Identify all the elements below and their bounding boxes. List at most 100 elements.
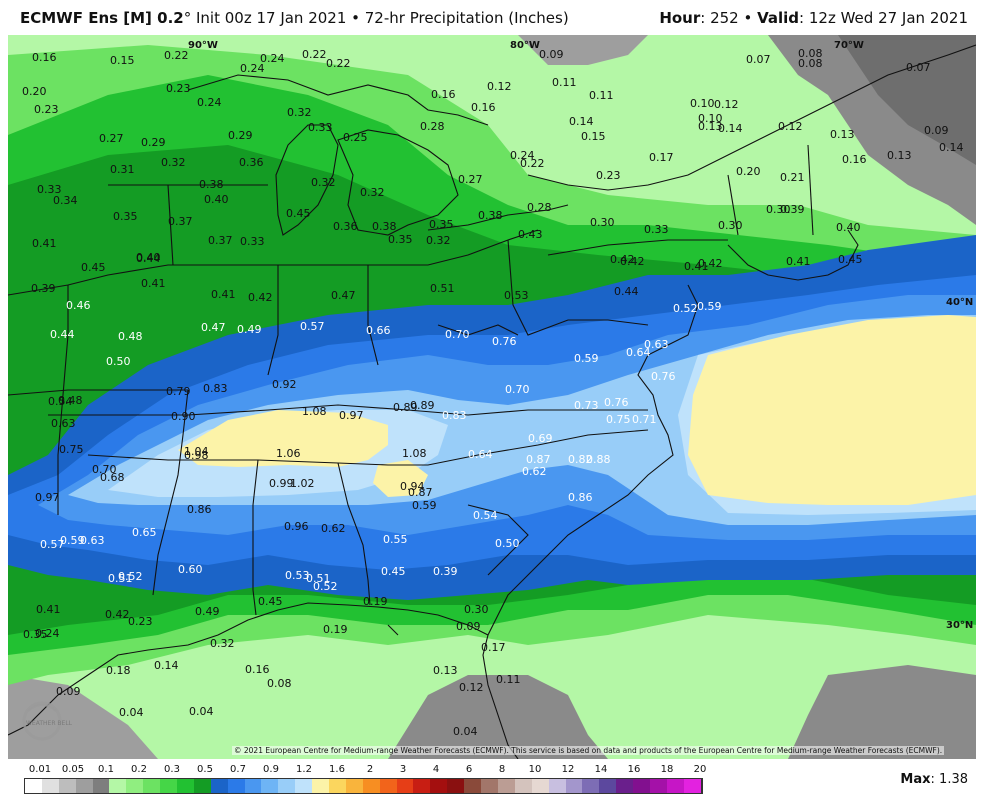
model-name: ECMWF Ens [M] 0.2 — [20, 9, 184, 27]
colorbar-tick-label: 0.1 — [98, 764, 114, 775]
colorbar-tick-label: 0.2 — [131, 764, 147, 775]
colorbar-swatch — [430, 779, 448, 793]
colorbar-swatch — [582, 779, 600, 793]
colorbar-tick-label: 0.9 — [263, 764, 279, 775]
precip-value-label: 0.04 — [453, 725, 478, 738]
precip-value-label: 0.30 — [766, 203, 791, 216]
precip-value-label: 0.52 — [118, 570, 143, 583]
precip-value-label: 0.24 — [510, 149, 535, 162]
precip-value-label: 0.41 — [141, 277, 166, 290]
precip-value-label: 0.33 — [308, 121, 333, 134]
precip-value-label: 0.39 — [433, 565, 458, 578]
precip-value-label: 0.63 — [644, 338, 669, 351]
precip-value-label: 0.28 — [420, 120, 445, 133]
precip-value-label: 0.86 — [568, 491, 593, 504]
precip-value-label: 0.89 — [410, 399, 435, 412]
precip-value-label: 0.34 — [53, 194, 78, 207]
precip-value-label: 0.33 — [644, 223, 669, 236]
precip-value-label: 0.71 — [632, 413, 657, 426]
precip-value-label: 0.51 — [108, 572, 133, 585]
colorbar-tick-label: 4 — [432, 764, 440, 775]
precip-value-label: 0.30 — [718, 219, 743, 232]
precip-value-label: 0.48 — [118, 330, 143, 343]
colorbar-swatch — [143, 779, 161, 793]
precip-value-label: 0.60 — [178, 563, 203, 576]
precip-value-label: 0.96 — [284, 520, 309, 533]
precip-value-label: 0.32 — [426, 234, 451, 247]
precip-value-label: 0.09 — [456, 620, 481, 633]
precip-value-label: 1.06 — [276, 447, 301, 460]
precip-fill-gray-north — [518, 35, 648, 65]
copyright-credit: © 2021 European Centre for Medium-range … — [232, 746, 945, 755]
colorbar-tick-label: 16 — [627, 764, 641, 775]
precip-value-label: 0.29 — [141, 136, 166, 149]
precip-value-label: 0.07 — [746, 53, 771, 66]
colorbar-swatch — [379, 779, 397, 793]
init-info: Init 00z 17 Jan 2021 • 72-hr Precipitati… — [191, 9, 569, 27]
colorbar-swatch — [244, 779, 262, 793]
hour-value: : 252 • — [700, 9, 753, 27]
precip-value-label: 0.49 — [237, 323, 262, 336]
colorbar-swatch — [177, 779, 194, 793]
precip-value-label: 0.38 — [199, 178, 224, 191]
precip-value-label: 0.17 — [649, 151, 674, 164]
precip-value-label: 0.99 — [269, 477, 294, 490]
valid-label: Valid — [757, 9, 800, 27]
lon-label-70w: 70°W — [834, 40, 864, 51]
precip-value-label: 0.53 — [504, 289, 529, 302]
precip-fill-gray-dark-northeast — [838, 35, 976, 165]
precip-value-label: 0.59 — [60, 534, 85, 547]
colorbar-tick-label: 3 — [399, 764, 407, 775]
precip-value-label: 0.32 — [287, 106, 312, 119]
map-canvas: 90°W 80°W 70°W 40°N 30°N 0.16 0.15 0.22 0.2… — [8, 35, 976, 759]
precip-value-label: 0.39 — [780, 203, 805, 216]
valid-value: : 12z Wed 27 Jan 2021 — [799, 9, 968, 27]
precip-value-label: 0.86 — [187, 503, 212, 516]
precip-value-label: 0.59 — [412, 499, 437, 512]
colorbar-tick-label: 6 — [465, 764, 473, 775]
lon-label-80w: 80°W — [510, 40, 540, 51]
precipitation-map[interactable]: 90°W 80°W 70°W 40°N 30°N 0.16 0.15 0.22 0.2… — [8, 35, 976, 759]
precip-value-label: 0.76 — [604, 396, 629, 409]
precip-value-label: 0.35 — [113, 210, 138, 223]
precip-value-label: 0.24 — [240, 62, 265, 75]
colorbar-swatch — [481, 779, 498, 793]
precip-value-label: 0.39 — [31, 282, 56, 295]
precip-value-label: 0.83 — [203, 382, 228, 395]
precip-value-label: 0.42 — [620, 255, 645, 268]
precip-value-label: 0.54 — [48, 395, 73, 408]
precip-value-label: 0.08 — [267, 677, 292, 690]
precip-value-label: 0.54 — [473, 509, 498, 522]
precip-value-label: 0.24 — [35, 627, 60, 640]
precip-value-label: 0.09 — [56, 685, 81, 698]
precip-value-label: 0.79 — [166, 385, 191, 398]
colorbar-swatch — [649, 779, 667, 793]
colorbar-tick-label: 8 — [498, 764, 506, 775]
precip-value-label: 0.47 — [331, 289, 356, 302]
precip-value-label: 0.25 — [343, 131, 368, 144]
precip-value-label: 1.04 — [184, 445, 209, 458]
precip-value-label: 0.52 — [313, 580, 338, 593]
colorbar-swatch — [25, 779, 42, 793]
colorbar-swatch — [599, 779, 617, 793]
max-value: Max: 1.38 — [900, 772, 968, 787]
precip-value-label: 0.69 — [528, 432, 553, 445]
precip-fill-gray-se — [788, 665, 976, 759]
hour-label: Hour — [659, 9, 701, 27]
precip-value-label: 0.40 — [136, 251, 161, 264]
colorbar-swatch — [109, 779, 127, 793]
precip-value-label: 0.52 — [673, 302, 698, 315]
precip-value-label: 0.32 — [311, 176, 336, 189]
precip-value-label: 0.07 — [906, 61, 931, 74]
precip-value-label: 0.51 — [306, 572, 331, 585]
precip-value-label: 1.08 — [402, 447, 427, 460]
precip-value-label: 0.08 — [798, 47, 823, 60]
precip-value-label: 0.63 — [51, 417, 76, 430]
colorbar-tick-label: 0.05 — [61, 764, 85, 775]
precip-value-label: 0.63 — [80, 534, 105, 547]
precip-value-label: 0.31 — [110, 163, 135, 176]
precip-value-label: 0.50 — [106, 355, 131, 368]
colorbar-labels: 0.01 0.05 0.1 0.2 0.3 0.5 0.7 0.9 1.2 1.6 2 3 4 6 8 10 1… — [24, 764, 707, 778]
precip-value-label: 0.41 — [36, 603, 61, 616]
map-title: ECMWF Ens [M] 0.2° Init 00z 17 Jan 2021 … — [20, 9, 569, 27]
